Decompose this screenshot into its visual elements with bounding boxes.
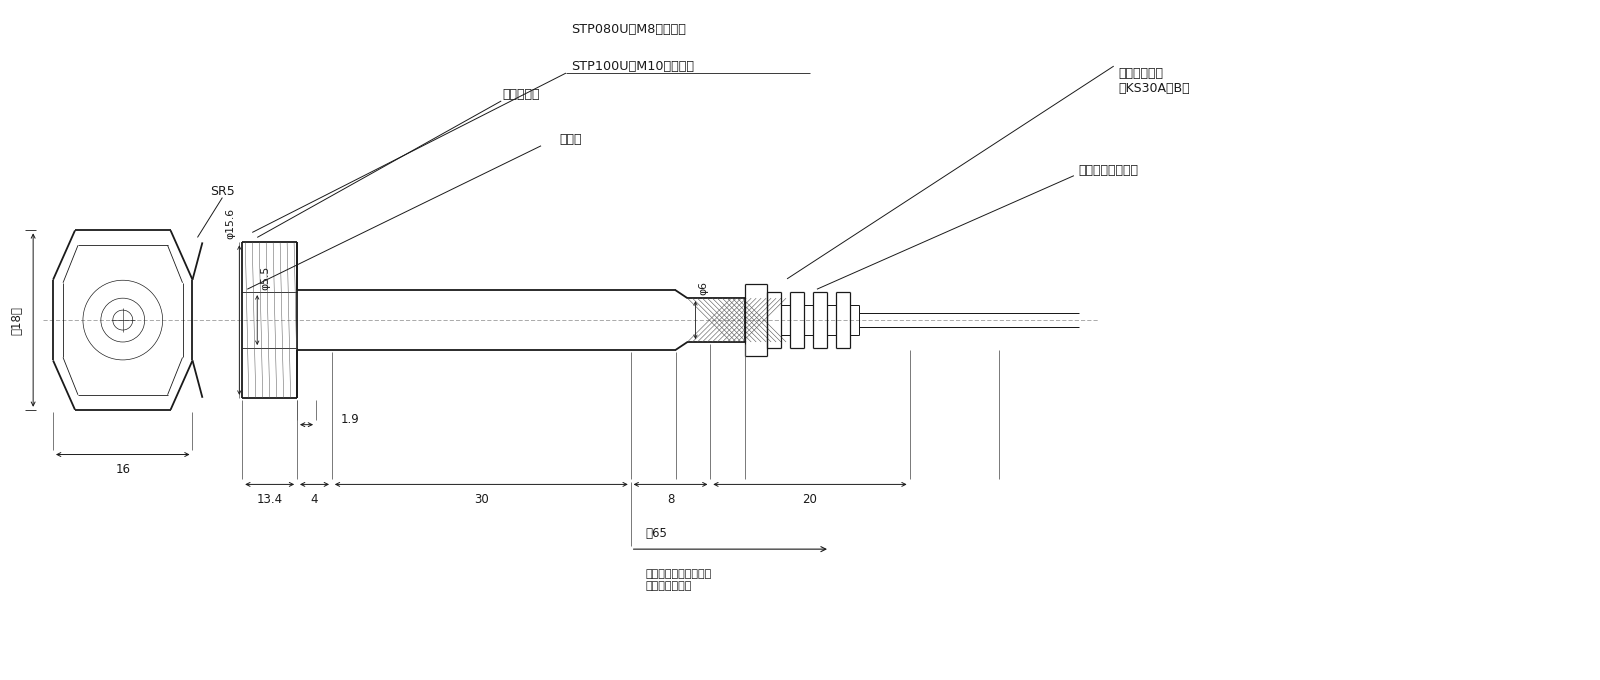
Text: 20: 20	[803, 493, 818, 506]
Text: φ6: φ6	[699, 282, 709, 295]
Text: カートリッジ
（KS30A／B）: カートリッジ （KS30A／B）	[1118, 67, 1190, 95]
Text: コードプロテクタ: コードプロテクタ	[1078, 164, 1139, 177]
Text: 4: 4	[310, 493, 318, 506]
Text: φ5.5: φ5.5	[261, 266, 270, 290]
Text: 30: 30	[474, 493, 488, 506]
Text: 13.4: 13.4	[256, 493, 283, 506]
Text: 16: 16	[115, 463, 130, 476]
Text: 1.9: 1.9	[341, 413, 360, 426]
Text: ブーツ保護: ブーツ保護	[502, 88, 539, 101]
Text: SR5: SR5	[210, 184, 235, 198]
Text: STP080U：M8（並目）: STP080U：M8（並目）	[571, 23, 686, 36]
Text: （18）: （18）	[10, 305, 22, 335]
Text: STP100U：M10（並目）: STP100U：M10（並目）	[571, 60, 694, 73]
Text: 約65: 約65	[646, 527, 667, 540]
Text: カートリッジ取外しに
要するスペース: カートリッジ取外しに 要するスペース	[646, 569, 712, 591]
Text: φ15.6: φ15.6	[226, 208, 235, 239]
Text: スキマ: スキマ	[560, 133, 582, 146]
Text: 8: 8	[667, 493, 674, 506]
